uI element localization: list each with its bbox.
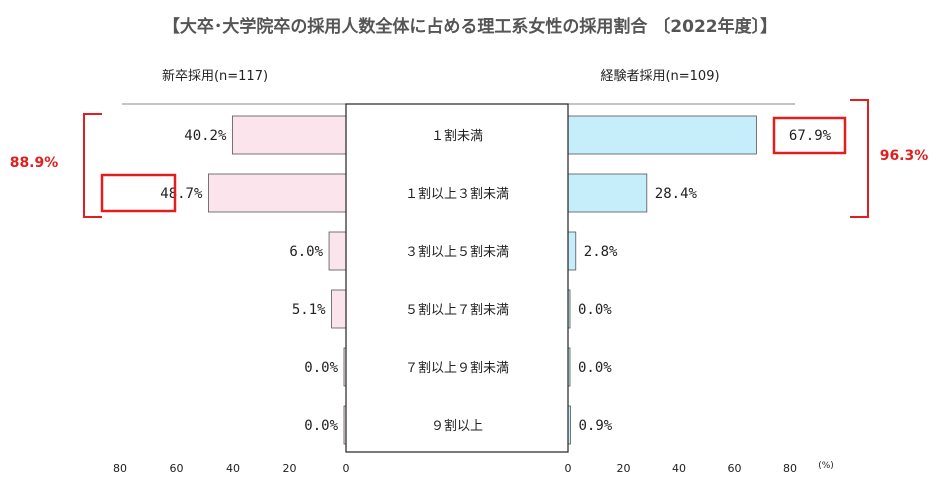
- left-axis-ticks: 80 60 40 20 0: [113, 462, 350, 475]
- category-label: ９割以上: [431, 418, 483, 434]
- right-bar: [567, 115, 757, 155]
- right-value-label: 67.9%: [789, 128, 832, 144]
- highlight-box-right: [772, 116, 847, 155]
- left-bar: [331, 289, 347, 329]
- left-value-label: 0.0%: [304, 418, 338, 434]
- left-value-label: 48.7%: [160, 186, 203, 202]
- right-tick-label: 80: [783, 462, 797, 475]
- left-tick-label: 20: [283, 462, 297, 475]
- left-tick-label: 60: [170, 462, 184, 475]
- left-value-labels: 40.2% 48.7% 6.0% 5.1% 0.0% 0.0%: [160, 128, 338, 434]
- chart-title: 【大卒･大学院卒の採用人数全体に占める理工系女性の採用割合 〔2022年度〕】: [163, 16, 777, 37]
- category-label: ７割以上９割未満: [405, 360, 509, 376]
- right-bars: [567, 115, 757, 445]
- unit-label: (%): [818, 461, 834, 471]
- right-tick-label: 0: [565, 462, 572, 475]
- right-bracket: [850, 99, 869, 218]
- left-tick-label: 0: [343, 462, 350, 475]
- right-bar: [567, 231, 577, 271]
- category-label: １割以上３割未満: [405, 186, 509, 202]
- right-tick-label: 20: [617, 462, 631, 475]
- right-value-label: 0.9%: [578, 418, 612, 434]
- right-value-labels: 67.9% 28.4% 2.8% 0.0% 0.0% 0.9%: [578, 128, 832, 434]
- left-bars: [208, 115, 347, 445]
- category-label: ５割以上７割未満: [405, 302, 509, 318]
- right-total-annotation: 96.3%: [880, 148, 929, 164]
- category-labels: １割未満 １割以上３割未満 ３割以上５割未満 ５割以上７割未満 ７割以上９割未満 ９割以上: [405, 128, 509, 434]
- right-value-label: 0.0%: [578, 360, 612, 376]
- left-value-label: 0.0%: [304, 360, 338, 376]
- left-series-name: 新卒採用(n=117): [162, 68, 268, 84]
- highlight-box-left: [100, 173, 177, 213]
- right-axis-ticks: 0 20 40 60 80: [565, 462, 798, 475]
- left-bar: [208, 173, 347, 213]
- right-tick-label: 60: [728, 462, 742, 475]
- left-value-label: 5.1%: [292, 302, 326, 318]
- left-bracket: [83, 113, 102, 218]
- left-bar: [232, 115, 347, 155]
- category-box: [345, 103, 569, 453]
- left-tick-label: 80: [113, 462, 127, 475]
- right-value-label: 2.8%: [584, 244, 618, 260]
- category-label: １割未満: [431, 128, 483, 144]
- left-bar: [328, 231, 347, 271]
- category-label: ３割以上５割未満: [405, 244, 509, 260]
- right-value-label: 28.4%: [655, 186, 698, 202]
- left-tick-label: 40: [226, 462, 240, 475]
- right-tick-label: 40: [672, 462, 686, 475]
- left-value-label: 6.0%: [289, 244, 323, 260]
- left-value-label: 40.2%: [184, 128, 227, 144]
- right-bar: [567, 173, 648, 213]
- right-series-name: 経験者採用(n=109): [600, 69, 719, 84]
- right-value-label: 0.0%: [578, 302, 612, 318]
- left-total-annotation: 88.9%: [10, 155, 59, 171]
